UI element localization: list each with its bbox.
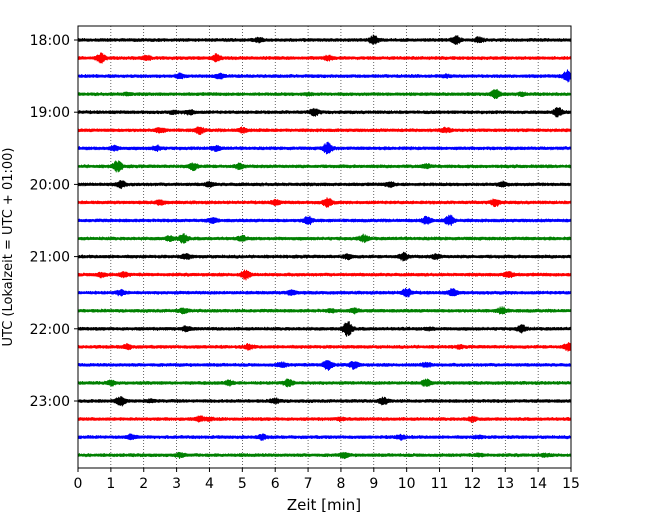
trace-line: [77, 269, 572, 281]
x-tick-label: 11: [431, 476, 449, 492]
trace-line: [77, 451, 572, 460]
trace-line: [77, 180, 572, 190]
trace-line: [77, 396, 572, 407]
trace-line: [77, 433, 572, 442]
x-tick-label: 1: [106, 476, 115, 492]
trace-line: [77, 160, 572, 173]
y-tick-label: 23:00: [30, 394, 70, 410]
trace-line: [77, 197, 572, 208]
y-tick-label: 19:00: [30, 105, 70, 121]
y-axis: 18:00 19:00 20:00 21:00 22:00 23:00: [30, 33, 78, 410]
trace-line: [77, 214, 572, 226]
x-tick-label: 2: [139, 476, 148, 492]
x-axis: 0 1 2 3 4 5 6 7 8 9 10 11 12 13 14 15: [74, 468, 580, 492]
x-tick-label: 12: [463, 476, 481, 492]
x-tick-label: 14: [529, 476, 547, 492]
plot-frame: [77, 25, 572, 469]
x-tick-label: 9: [369, 476, 378, 492]
plot-background: [78, 26, 571, 468]
x-tick-label: 13: [496, 476, 514, 492]
trace-line: [77, 107, 572, 118]
x-tick-label: 8: [336, 476, 345, 492]
x-tick-label: 0: [74, 476, 83, 492]
x-axis-label: Zeit [min]: [287, 496, 361, 514]
trace-line: [77, 342, 572, 352]
trace-line: [77, 126, 572, 136]
trace-line: [77, 69, 572, 83]
x-tick-label: 3: [172, 476, 181, 492]
y-tick-label: 21:00: [30, 250, 70, 266]
trace-line: [77, 321, 572, 337]
trace-line: [77, 378, 572, 388]
y-tick-label: 22:00: [30, 322, 70, 338]
x-tick-label: 4: [205, 476, 214, 492]
trace-line: [77, 287, 572, 298]
y-tick-label: 20:00: [30, 177, 70, 193]
trace-line: [77, 141, 572, 155]
trace-line: [77, 52, 572, 64]
x-tick-label: 15: [562, 476, 580, 492]
y-tick-label: 18:00: [30, 33, 70, 49]
trace-line: [77, 415, 572, 423]
trace-line: [77, 34, 572, 46]
x-tick-label: 10: [398, 476, 416, 492]
y-axis-label: UTC (Lokalzeit = UTC + 01:00): [1, 148, 16, 347]
trace-line: [77, 306, 572, 315]
trace-line: [77, 88, 572, 100]
x-tick-label: 7: [304, 476, 313, 492]
x-tick-label: 5: [238, 476, 247, 492]
trace-line: [77, 233, 572, 244]
trace-layer: [77, 34, 572, 460]
trace-line: [77, 251, 572, 262]
trace-line: [77, 360, 572, 371]
x-tick-label: 6: [271, 476, 280, 492]
